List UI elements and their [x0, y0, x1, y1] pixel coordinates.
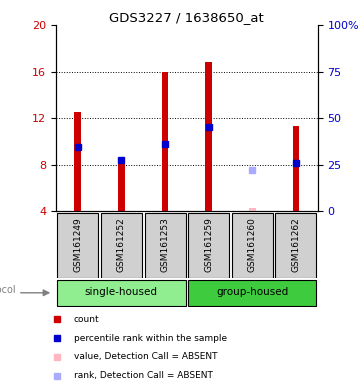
Text: protocol: protocol [0, 285, 16, 296]
Text: GSM161252: GSM161252 [117, 217, 126, 272]
Bar [144, 213, 186, 278]
Bar [232, 213, 273, 278]
Bar [57, 213, 98, 278]
Text: GSM161262: GSM161262 [291, 217, 300, 272]
Bar [101, 213, 142, 278]
Bar [74, 112, 81, 211]
Bar [188, 213, 229, 278]
Bar [118, 158, 125, 211]
Text: GSM161249: GSM161249 [73, 217, 82, 272]
Text: percentile rank within the sample: percentile rank within the sample [74, 334, 227, 343]
Title: GDS3227 / 1638650_at: GDS3227 / 1638650_at [109, 11, 264, 24]
Bar [162, 71, 168, 211]
Text: single-housed: single-housed [85, 287, 158, 297]
Bar [205, 62, 212, 211]
Bar [249, 208, 256, 211]
Bar [188, 280, 316, 306]
Text: GSM161253: GSM161253 [161, 217, 170, 272]
Text: rank, Detection Call = ABSENT: rank, Detection Call = ABSENT [74, 371, 213, 380]
Text: GSM161259: GSM161259 [204, 217, 213, 272]
Bar [57, 280, 186, 306]
Text: group-housed: group-housed [216, 287, 288, 297]
Text: value, Detection Call = ABSENT: value, Detection Call = ABSENT [74, 352, 217, 361]
Bar [275, 213, 316, 278]
Text: GSM161260: GSM161260 [248, 217, 257, 272]
Text: count: count [74, 315, 99, 324]
Bar [293, 126, 299, 211]
